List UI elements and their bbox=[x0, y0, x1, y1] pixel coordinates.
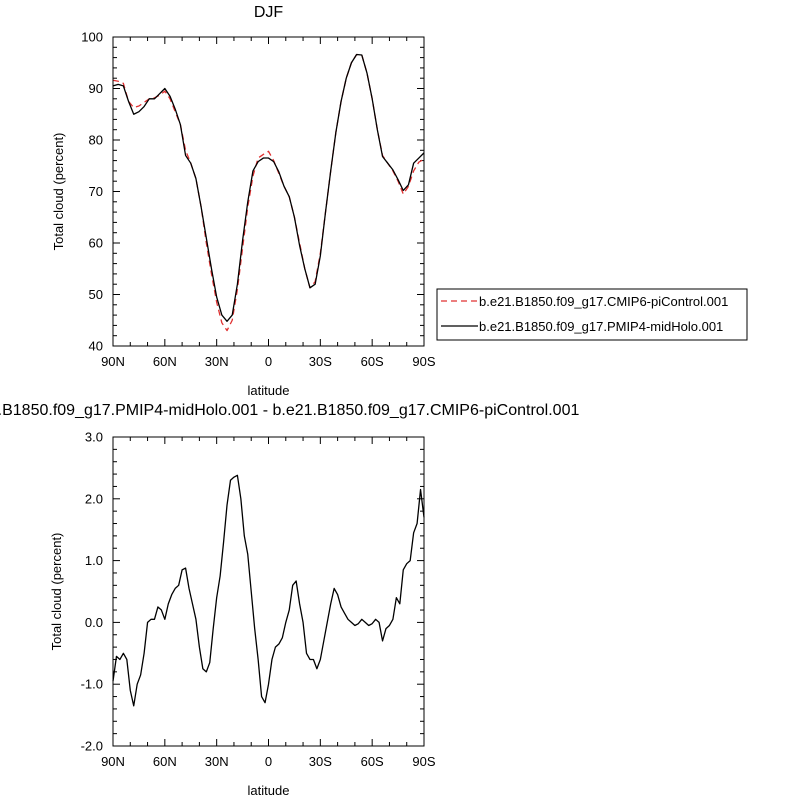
x-tick-label: 90N bbox=[101, 354, 125, 369]
x-tick-label: 30N bbox=[205, 754, 229, 769]
x-tick-label: 0 bbox=[265, 754, 272, 769]
legend-box bbox=[436, 288, 748, 341]
top-line-chart: DJF 90N 60N 30N 0 30S 60S 90S 40 50 60 70 80 90 100 l… bbox=[51, 4, 436, 398]
y-tick-label: 100 bbox=[81, 30, 103, 45]
x-tick-label: 60N bbox=[153, 354, 177, 369]
top-y-axis-title: Total cloud (percent) bbox=[51, 133, 66, 251]
top-plot-frame bbox=[112, 36, 425, 347]
bottom-tick-labels: 90N 60N 30N 0 30S 60S 90S -2.0 -1.0 0.0 1.0 2.0 3.0 bbox=[81, 430, 436, 770]
y-tick-label: 80 bbox=[89, 133, 103, 148]
x-tick-label: 30N bbox=[205, 354, 229, 369]
y-tick-label: -2.0 bbox=[81, 739, 103, 754]
y-tick-label: 40 bbox=[89, 339, 103, 354]
x-tick-label: 30S bbox=[309, 754, 332, 769]
x-tick-label: 60N bbox=[153, 754, 177, 769]
bottom-chart-title: b.e21.B1850.f09_g17.PMIP4-midHolo.001 - … bbox=[0, 402, 579, 419]
bottom-tick-marks bbox=[112, 436, 425, 747]
x-tick-label: 90S bbox=[412, 754, 435, 769]
y-tick-label: -1.0 bbox=[81, 677, 103, 692]
y-tick-label: 2.0 bbox=[85, 491, 103, 506]
x-tick-label: 60S bbox=[361, 354, 384, 369]
x-tick-label: 90S bbox=[412, 354, 435, 369]
top-x-axis-title: latitude bbox=[248, 383, 290, 398]
x-tick-label: 30S bbox=[309, 354, 332, 369]
y-tick-label: 1.0 bbox=[85, 553, 103, 568]
y-tick-label: 0.0 bbox=[85, 615, 103, 630]
top-series-line-1 bbox=[112, 53, 425, 322]
bottom-series-line-0 bbox=[112, 474, 425, 707]
top-tick-marks bbox=[112, 36, 425, 347]
y-tick-label: 70 bbox=[89, 184, 103, 199]
legend-label-midholo: b.e21.B1850.f09_g17.PMIP4-midHolo.001 bbox=[479, 319, 723, 334]
bottom-series-group bbox=[112, 474, 425, 707]
y-tick-label: 60 bbox=[89, 236, 103, 251]
bottom-plot-frame bbox=[112, 436, 425, 747]
y-tick-label: 50 bbox=[89, 287, 103, 302]
x-tick-label: 90N bbox=[101, 754, 125, 769]
top-series-line-0 bbox=[112, 53, 425, 332]
y-tick-label: 90 bbox=[89, 81, 103, 96]
bottom-line-chart: b.e21.B1850.f09_g17.PMIP4-midHolo.001 - … bbox=[0, 402, 579, 798]
y-tick-label: 3.0 bbox=[85, 430, 103, 445]
bottom-x-axis-title: latitude bbox=[248, 783, 290, 798]
top-series-group bbox=[112, 53, 425, 332]
top-chart-title: DJF bbox=[254, 4, 284, 21]
x-tick-label: 60S bbox=[361, 754, 384, 769]
legend-label-picontrol: b.e21.B1850.f09_g17.CMIP6-piControl.001 bbox=[479, 294, 728, 309]
bottom-y-axis-title: Total cloud (percent) bbox=[49, 533, 64, 651]
legend: b.e21.B1850.f09_g17.CMIP6-piControl.001 … bbox=[436, 288, 748, 341]
top-tick-labels: 90N 60N 30N 0 30S 60S 90S 40 50 60 70 80 90 100 bbox=[81, 30, 436, 370]
x-tick-label: 0 bbox=[265, 354, 272, 369]
